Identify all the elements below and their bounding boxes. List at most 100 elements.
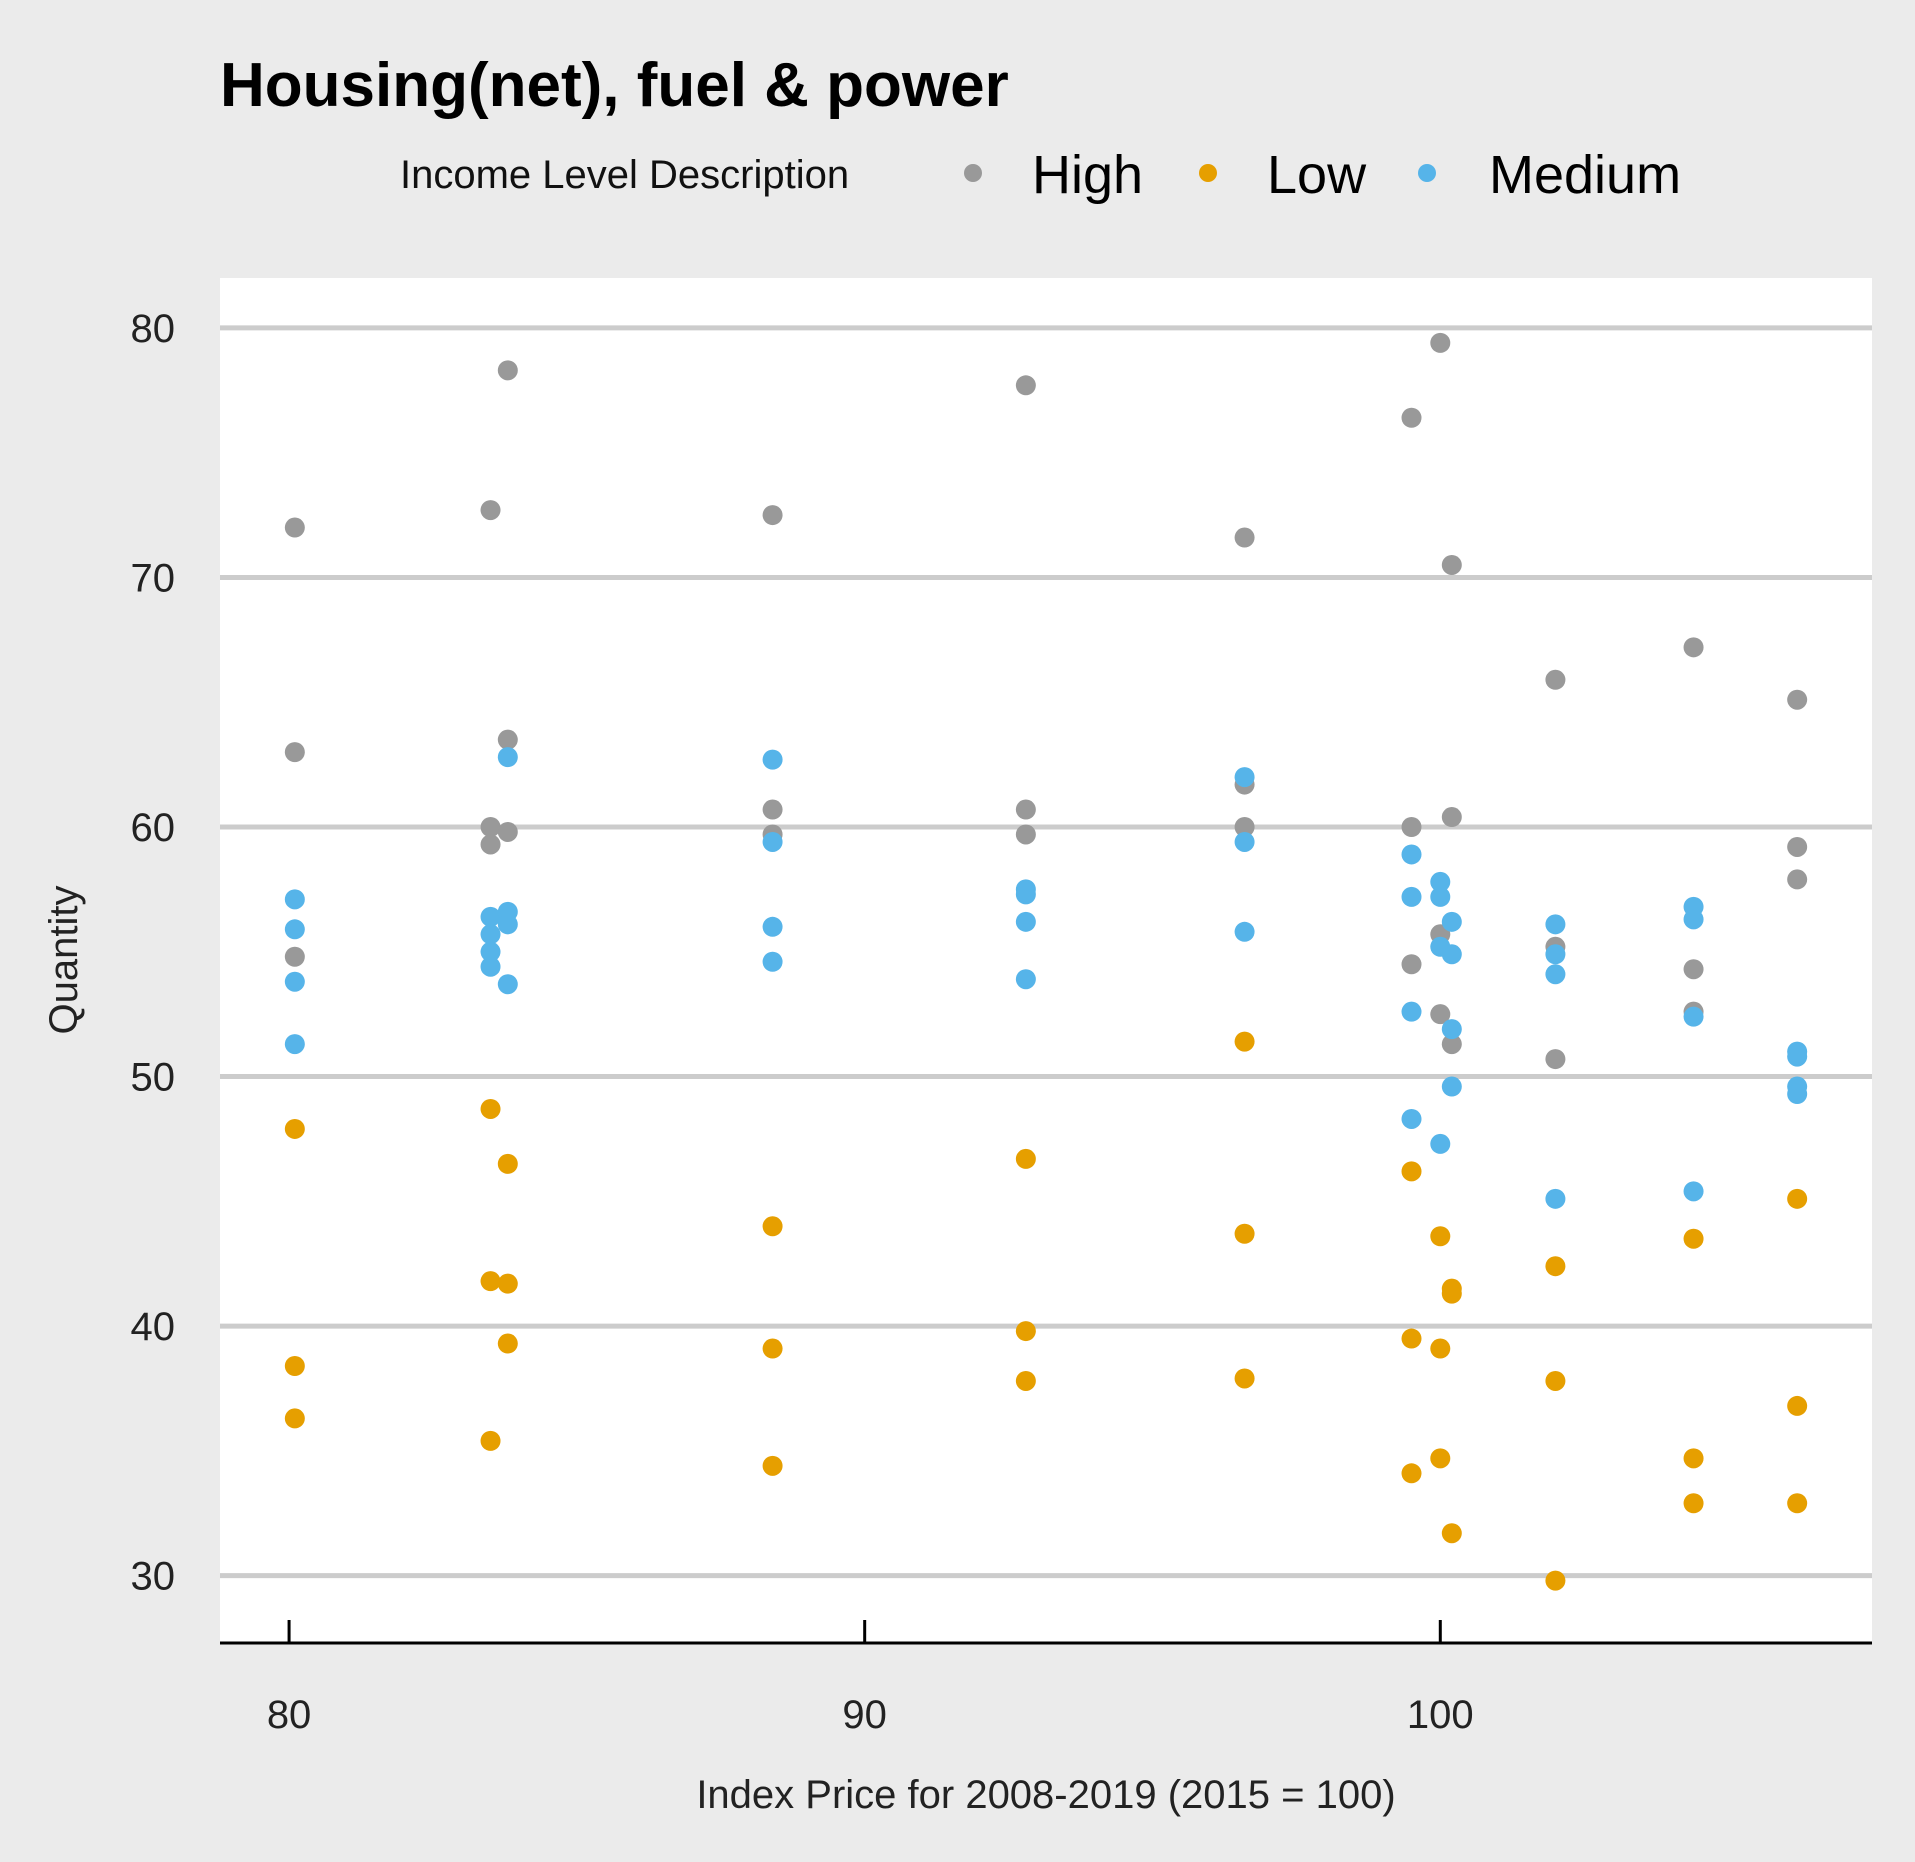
y-axis-title: Quantity	[42, 886, 86, 1035]
point-medium-32	[1441, 944, 1462, 965]
point-low-18	[1401, 1161, 1422, 1182]
point-medium-28	[1430, 886, 1451, 907]
point-high-31	[1683, 959, 1704, 980]
point-medium-26	[1401, 1108, 1422, 1129]
point-high-4	[480, 816, 501, 837]
point-medium-2	[284, 971, 305, 992]
y-tick-label-60: 60	[131, 806, 176, 850]
point-high-19	[1401, 816, 1422, 837]
point-high-20	[1401, 954, 1422, 975]
legend-label-low: Low	[1267, 145, 1367, 205]
point-low-11	[762, 1455, 783, 1476]
point-high-10	[762, 799, 783, 820]
legend: Income Level Description High Low Medium	[400, 145, 1681, 205]
point-medium-3	[284, 1034, 305, 1055]
x-tick-label-100: 100	[1407, 1693, 1474, 1737]
point-medium-41	[1683, 1006, 1704, 1027]
point-medium-40	[1683, 909, 1704, 930]
point-medium-46	[1787, 1084, 1808, 1105]
x-tick-label-90: 90	[842, 1693, 887, 1737]
point-medium-27	[1430, 871, 1451, 892]
point-medium-33	[1441, 1019, 1462, 1040]
point-high-23	[1430, 1004, 1451, 1025]
point-medium-15	[762, 951, 783, 972]
point-low-31	[1683, 1448, 1704, 1469]
point-medium-21	[1234, 831, 1255, 852]
point-low-33	[1787, 1188, 1808, 1209]
point-high-18	[1401, 407, 1422, 428]
point-low-19	[1401, 1328, 1422, 1349]
point-medium-11	[497, 974, 518, 995]
point-medium-7	[480, 956, 501, 977]
chart-title: Housing(net), fuel & power	[220, 51, 1009, 120]
point-medium-36	[1545, 944, 1566, 965]
point-medium-34	[1441, 1076, 1462, 1097]
point-medium-8	[497, 747, 518, 768]
point-low-35	[1787, 1493, 1808, 1514]
point-low-10	[762, 1338, 783, 1359]
point-low-30	[1683, 1228, 1704, 1249]
point-medium-14	[762, 916, 783, 937]
point-medium-24	[1401, 886, 1422, 907]
point-high-2	[284, 946, 305, 967]
point-medium-42	[1683, 1181, 1704, 1202]
legend-marker-low	[1199, 164, 1217, 182]
point-high-0	[284, 517, 305, 538]
point-medium-38	[1545, 1188, 1566, 1209]
point-low-4	[480, 1271, 501, 1292]
point-low-25	[1441, 1283, 1462, 1304]
point-low-29	[1545, 1570, 1566, 1591]
point-low-13	[1015, 1321, 1036, 1342]
point-medium-23	[1401, 844, 1422, 865]
point-high-15	[1234, 527, 1255, 548]
point-medium-25	[1401, 1001, 1422, 1022]
x-axis: 80 90 100	[220, 1620, 1872, 1737]
legend-label-high: High	[1032, 145, 1143, 205]
point-medium-17	[1015, 884, 1036, 905]
data-points	[284, 332, 1808, 1591]
point-high-26	[1441, 1034, 1462, 1055]
point-high-9	[762, 505, 783, 526]
point-low-20	[1401, 1463, 1422, 1484]
point-low-14	[1015, 1370, 1036, 1391]
y-tick-label-50: 50	[131, 1056, 176, 1100]
point-low-6	[497, 1153, 518, 1174]
point-low-8	[497, 1333, 518, 1354]
point-high-25	[1441, 807, 1462, 828]
point-high-33	[1787, 689, 1808, 710]
point-high-30	[1683, 637, 1704, 658]
point-high-8	[497, 821, 518, 842]
point-low-17	[1234, 1368, 1255, 1389]
point-medium-12	[762, 749, 783, 770]
point-medium-30	[1430, 1133, 1451, 1154]
y-axis-ticks: 30 40 50 60 70 80	[131, 307, 176, 1599]
point-medium-20	[1234, 767, 1255, 788]
point-high-29	[1545, 1049, 1566, 1070]
point-medium-1	[284, 919, 305, 940]
point-low-28	[1545, 1370, 1566, 1391]
point-high-14	[1015, 824, 1036, 845]
point-low-16	[1234, 1223, 1255, 1244]
legend-marker-high	[964, 164, 982, 182]
point-medium-44	[1787, 1046, 1808, 1067]
point-high-17	[1234, 816, 1255, 837]
legend-title: Income Level Description	[400, 153, 849, 197]
point-low-5	[480, 1430, 501, 1451]
point-medium-31	[1441, 911, 1462, 932]
point-low-26	[1441, 1523, 1462, 1544]
point-medium-13	[762, 831, 783, 852]
point-high-21	[1430, 332, 1451, 353]
plot-panel	[220, 278, 1872, 1643]
point-medium-37	[1545, 964, 1566, 985]
point-medium-22	[1234, 921, 1255, 942]
x-tick-label-80: 80	[267, 1693, 312, 1737]
x-axis-title: Index Price for 2008-2019 (2015 = 100)	[696, 1773, 1395, 1817]
y-tick-label-30: 30	[131, 1555, 176, 1599]
point-medium-6	[480, 941, 501, 962]
point-low-1	[284, 1356, 305, 1377]
point-low-9	[762, 1216, 783, 1237]
point-medium-18	[1015, 911, 1036, 932]
point-low-7	[497, 1273, 518, 1294]
point-low-27	[1545, 1256, 1566, 1277]
point-medium-5	[480, 924, 501, 945]
